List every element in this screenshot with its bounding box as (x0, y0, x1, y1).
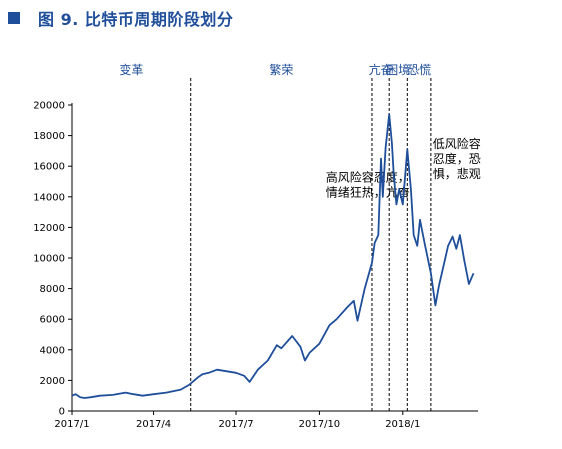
x-tick-label: 2017/7 (218, 419, 253, 430)
y-tick-label: 4000 (40, 345, 65, 356)
y-tick-label: 2000 (40, 376, 65, 387)
x-tick-label: 2017/4 (136, 419, 171, 430)
phase-label: 困境 (386, 62, 410, 77)
annotation-text: 惧，悲观 (433, 166, 481, 181)
y-tick-label: 12000 (33, 223, 65, 234)
y-tick-label: 16000 (33, 162, 65, 173)
annotation-text: 情绪狂热，亢奋 (326, 185, 410, 200)
annotation-text: 高风险容忍度， (326, 170, 410, 185)
annotation-text: 低风险容 (433, 136, 481, 151)
price-line (71, 113, 475, 399)
y-tick-label: 18000 (33, 131, 65, 142)
y-tick-label: 20000 (33, 101, 65, 112)
y-tick-label: 6000 (40, 315, 65, 326)
y-tick-label: 10000 (33, 254, 65, 265)
phase-label: 变革 (119, 62, 143, 77)
x-tick-label: 2018/1 (385, 419, 420, 430)
figure-title: 图 9. 比特币周期阶段划分 (8, 6, 233, 30)
phase-label: 亢奋 (369, 62, 393, 77)
figure-title-text: 图 9. 比特币周期阶段划分 (38, 10, 234, 29)
y-tick-label: 8000 (40, 284, 65, 295)
x-tick-label: 2017/10 (299, 419, 341, 430)
phase-label: 恐慌 (407, 63, 431, 77)
annotation-text: 忍度，恐 (433, 151, 481, 166)
x-tick-label: 2017/1 (54, 419, 89, 430)
phase-label: 繁荣 (269, 62, 293, 77)
title-square-icon (8, 12, 20, 24)
y-tick-label: 0 (59, 407, 65, 418)
y-tick-label: 14000 (33, 192, 65, 203)
